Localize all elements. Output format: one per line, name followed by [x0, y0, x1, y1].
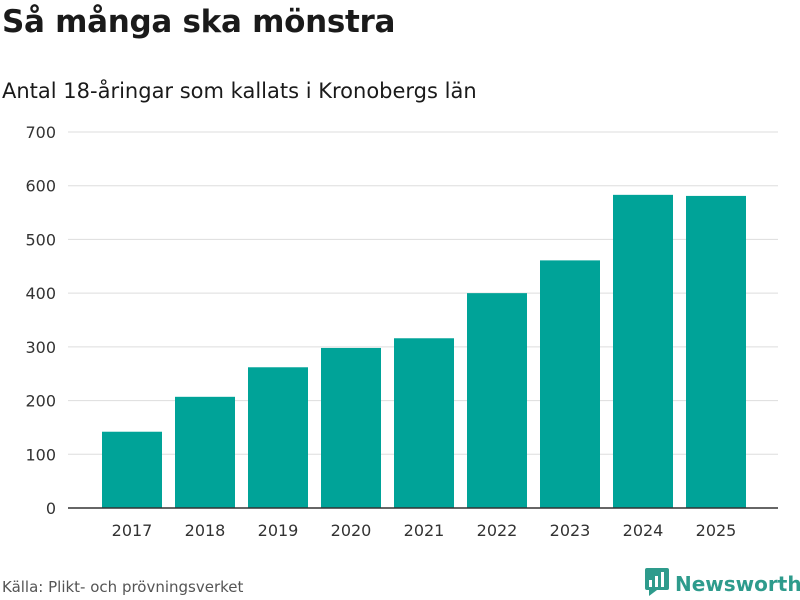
- y-tick-label: 600: [25, 177, 56, 196]
- y-tick-label: 300: [25, 338, 56, 357]
- x-tick-label: 2018: [185, 521, 226, 540]
- bar-2025: [686, 195, 746, 509]
- bar-2020: [321, 347, 381, 508]
- x-tick-label: 2023: [550, 521, 591, 540]
- brand-logo[interactable]: Newsworthy: [645, 568, 800, 600]
- chart-subtitle: Antal 18-åringar som kallats i Kronoberg…: [2, 79, 477, 103]
- newsworthy-logo-icon: [645, 568, 669, 600]
- bar-2017: [102, 431, 162, 508]
- bars-layer: [102, 194, 746, 509]
- y-tick-label: 500: [25, 230, 56, 249]
- chart-title: Så många ska mönstra: [2, 4, 396, 40]
- source-note: Källa: Plikt- och prövningsverket: [2, 578, 244, 596]
- bar-2022: [467, 293, 527, 508]
- y-tick-label: 700: [25, 123, 56, 142]
- x-tick-label: 2022: [477, 521, 518, 540]
- bar-2018: [175, 396, 235, 508]
- x-tick-label: 2019: [258, 521, 299, 540]
- x-tick-label: 2025: [696, 521, 737, 540]
- x-tick-label: 2020: [331, 521, 372, 540]
- axis-layer: 0 100 200 300 400 500 600 700 2017 2018 2019 2020 20…: [25, 123, 778, 540]
- y-tick-label: 200: [25, 392, 56, 411]
- bar-2021: [394, 338, 454, 508]
- y-tick-label: 100: [25, 445, 56, 464]
- y-tick-label: 0: [46, 499, 56, 518]
- bar-2023: [540, 260, 600, 508]
- bar-2024: [613, 194, 673, 509]
- x-tick-label: 2024: [623, 521, 664, 540]
- x-tick-label: 2021: [404, 521, 445, 540]
- bar-2019: [248, 367, 308, 508]
- brand-name: Newsworthy: [675, 572, 800, 596]
- x-tick-label: 2017: [112, 521, 153, 540]
- y-tick-label: 400: [25, 284, 56, 303]
